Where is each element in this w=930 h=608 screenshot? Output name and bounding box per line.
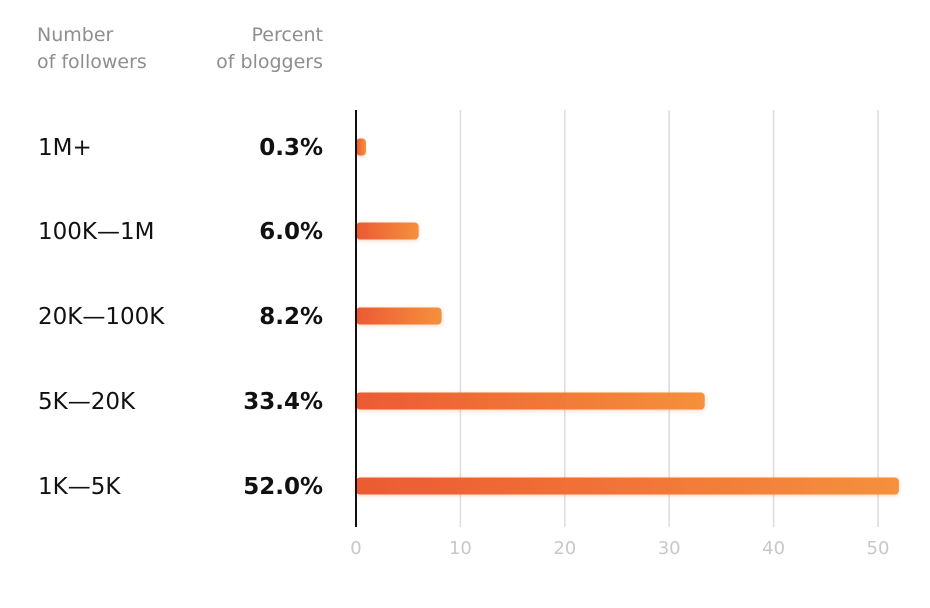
category-labels: 1M+ 0.3% 100K—1M 6.0% 20K—100K 8.2% 5K—20K 33.4… xyxy=(38,135,323,500)
category-label-3: 5K—20K xyxy=(38,389,136,415)
percent-label-2: 8.2% xyxy=(259,304,323,330)
x-axis-ticks: 0 10 20 30 40 50 xyxy=(350,538,889,559)
percent-column-header: Percent of bloggers xyxy=(123,22,323,76)
followers-header-line1: Number xyxy=(37,24,114,46)
x-tick-label-10: 10 xyxy=(449,538,472,559)
bar-1 xyxy=(356,222,419,240)
x-tick-label-20: 20 xyxy=(553,538,576,559)
percent-label-0: 0.3% xyxy=(259,135,323,161)
percent-label-1: 6.0% xyxy=(259,219,323,245)
followers-column-header: Number of followers xyxy=(37,22,237,76)
percent-label-4: 52.0% xyxy=(243,474,323,500)
bar-0 xyxy=(356,138,366,156)
bar-4 xyxy=(356,477,899,495)
bar-2 xyxy=(356,307,442,325)
grid-lines xyxy=(459,110,879,527)
category-label-2: 20K—100K xyxy=(38,304,165,330)
x-tick-label-40: 40 xyxy=(762,538,785,559)
percent-header-line1: Percent xyxy=(251,24,324,46)
percent-header-line2: of bloggers xyxy=(216,51,323,73)
x-tick-label-30: 30 xyxy=(658,538,681,559)
followers-header-line2: of followers xyxy=(37,51,147,73)
bar-3 xyxy=(356,392,705,410)
x-tick-label-0: 0 xyxy=(350,538,361,559)
category-label-1: 100K—1M xyxy=(38,219,154,245)
x-tick-label-50: 50 xyxy=(867,538,890,559)
percent-label-3: 33.4% xyxy=(243,389,323,415)
bars xyxy=(356,138,899,495)
category-label-4: 1K—5K xyxy=(38,474,121,500)
category-label-0: 1M+ xyxy=(38,135,92,161)
